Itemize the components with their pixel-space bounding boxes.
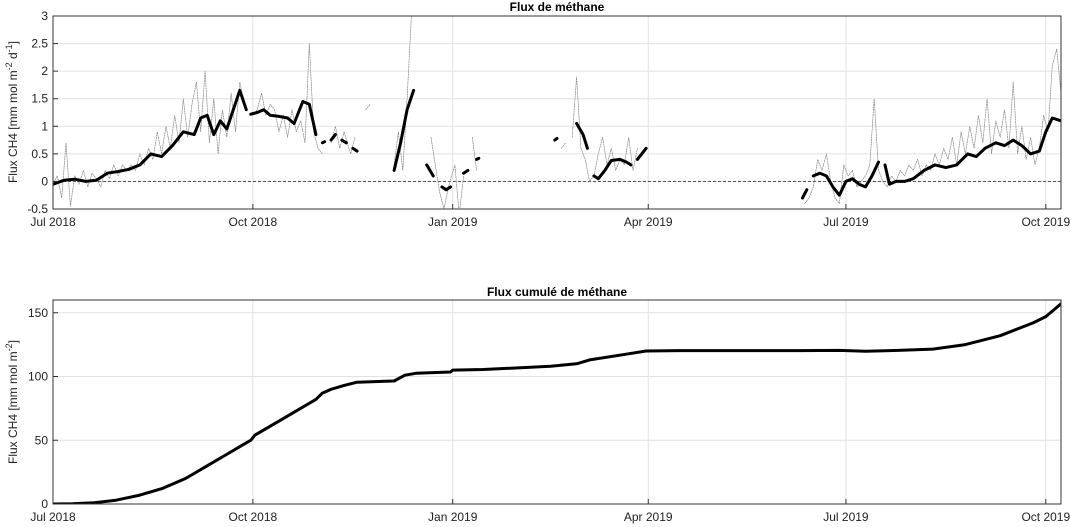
y-tick-label: 0.5 xyxy=(31,147,48,161)
raw-flux-line xyxy=(804,48,1061,204)
x-tick-label: Apr 2019 xyxy=(624,215,673,229)
chart-title-bottom: Flux cumulé de méthane xyxy=(487,285,627,299)
chart-flux-methane: Jul 2018 Oct 2018 Jan 2019 Apr 2019 Jul 2019… xyxy=(4,0,1070,229)
ylabel-bottom-main: Flux CH4 [mm mol m xyxy=(6,351,20,464)
raw-flux-line xyxy=(393,16,412,171)
y-tick-label: 1.5 xyxy=(31,92,48,106)
smoothed-flux-line xyxy=(249,100,318,137)
smoothed-flux-line xyxy=(801,188,809,200)
chart-flux-cumule: Jul 2018 Oct 2018 Jan 2019 Apr 2019 Jul 2019… xyxy=(4,285,1070,524)
y-tick-label: 150 xyxy=(28,306,48,320)
ylabel-top-mid: d xyxy=(6,52,20,62)
smoothed-flux-line xyxy=(811,160,880,197)
smoothed-flux-line xyxy=(351,146,359,153)
y-tick-label: 100 xyxy=(28,370,48,384)
plot-border xyxy=(52,299,1062,505)
x-tick-label: Oct 2019 xyxy=(1021,215,1070,229)
x-tick-label: Jan 2019 xyxy=(428,215,478,229)
x-ticks-top: Jul 2018 Oct 2018 Jan 2019 Apr 2019 Jul 2019… xyxy=(30,204,1070,229)
plot-border xyxy=(52,15,1062,210)
x-tick-label: Jan 2019 xyxy=(428,510,478,524)
x-tick-label: Jul 2018 xyxy=(30,510,76,524)
y-axis-label-bottom: Flux CH4 [mm mol m-2] xyxy=(4,340,20,464)
smoothed-flux-line xyxy=(475,156,481,161)
raw-flux-line xyxy=(252,43,323,155)
raw-flux-line xyxy=(471,136,477,171)
smoothed-flux-line xyxy=(440,185,453,192)
series-bottom xyxy=(53,302,1061,504)
ylabel-top-sup1: -2 xyxy=(4,62,14,70)
smoothed-flux-line xyxy=(53,88,248,186)
raw-flux-line xyxy=(53,70,245,207)
raw-flux-line xyxy=(571,76,638,182)
smoothed-flux-line xyxy=(553,136,559,142)
x-tick-label: Jul 2018 xyxy=(30,215,76,229)
y-tick-label: 3 xyxy=(41,9,48,23)
smoothed-flux-line xyxy=(320,140,327,145)
x-tick-label: Jul 2019 xyxy=(823,215,869,229)
x-tick-label: Jul 2019 xyxy=(823,510,869,524)
y-ticks-top: -0.5 0 0.5 1 1.5 2 2.5 3 xyxy=(27,9,58,216)
y-tick-label: 2.5 xyxy=(31,37,48,51)
y-tick-label: 2 xyxy=(41,64,48,78)
smoothed-flux-line xyxy=(392,88,416,172)
smoothed-flux-line xyxy=(329,133,337,142)
raw-flux-line xyxy=(560,142,567,149)
y-tick-label: 1 xyxy=(41,119,48,133)
ylabel-top-end: ] xyxy=(6,41,20,44)
y-tick-label: -0.5 xyxy=(27,202,48,216)
ylabel-bottom-sup1: -2 xyxy=(4,343,14,351)
plot-area-top xyxy=(52,15,1062,210)
smoothed-flux-line xyxy=(635,146,648,161)
smoothed-flux-line xyxy=(53,302,1061,504)
x-tick-label: Oct 2018 xyxy=(229,215,278,229)
x-ticks-bottom: Jul 2018 Oct 2018 Jan 2019 Apr 2019 Jul 2019… xyxy=(30,499,1070,524)
smoothed-flux-line xyxy=(592,157,633,181)
plot-area-bottom xyxy=(52,299,1062,505)
ylabel-top-main: Flux CH4 [mm mol m xyxy=(6,70,20,183)
x-tick-label: Oct 2019 xyxy=(1021,510,1070,524)
chart-title-top: Flux de méthane xyxy=(510,0,605,14)
y-ticks-bottom: 0 50 100 150 xyxy=(28,306,58,511)
y-tick-label: 50 xyxy=(35,433,49,447)
y-tick-label: 0 xyxy=(41,174,48,188)
smoothed-flux-line xyxy=(575,122,589,150)
ylabel-bottom-end: ] xyxy=(6,340,20,343)
smoothed-flux-line xyxy=(340,138,348,145)
ylabel-top-sup2: -1 xyxy=(4,44,14,52)
raw-flux-line xyxy=(365,103,371,111)
smoothed-flux-line xyxy=(883,116,1061,186)
raw-flux-line xyxy=(430,136,464,209)
series-top xyxy=(53,16,1061,209)
y-axis-label-top: Flux CH4 [mm mol m-2 d-1] xyxy=(4,41,20,183)
smoothed-flux-line xyxy=(425,163,435,178)
y-tick-label: 0 xyxy=(41,497,48,511)
x-tick-label: Oct 2018 xyxy=(229,510,278,524)
smoothed-flux-line xyxy=(462,168,470,175)
x-tick-label: Apr 2019 xyxy=(624,510,673,524)
